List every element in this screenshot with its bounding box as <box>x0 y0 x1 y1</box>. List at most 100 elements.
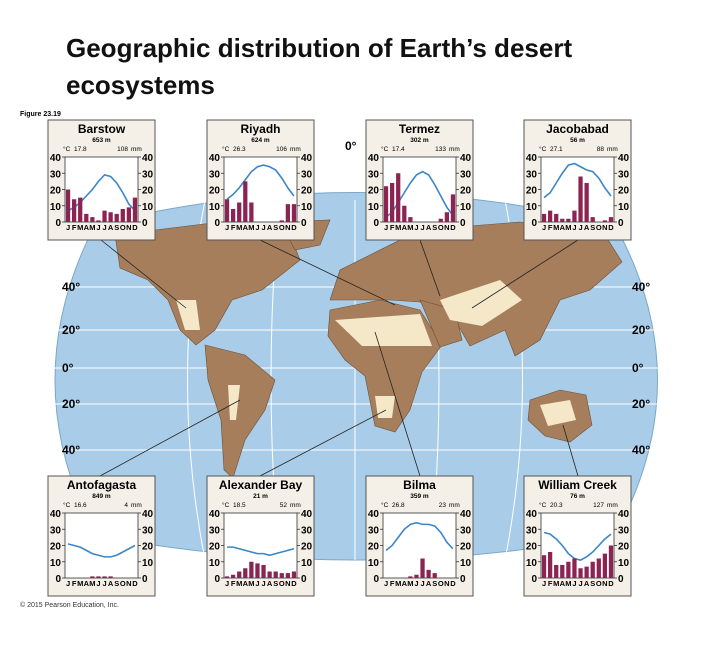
precip-bar <box>291 204 297 222</box>
month-label: A <box>243 223 249 232</box>
y2-tick-label: 40 <box>301 509 313 520</box>
y2-tick-label: 0 <box>301 574 307 585</box>
annual-temp: 20.3 <box>550 502 563 509</box>
month-label: J <box>384 223 388 232</box>
annual-precip: 108 <box>117 146 128 153</box>
elevation: 624 m <box>251 137 270 144</box>
precip-bar <box>249 202 254 222</box>
y-tick-label: 10 <box>50 202 62 213</box>
precip-bar <box>438 218 443 222</box>
precip-bar <box>420 558 425 578</box>
y2-tick-label: 10 <box>301 558 313 569</box>
month-label: M <box>395 579 401 588</box>
y2-tick-label: 30 <box>460 169 472 180</box>
precip-bar <box>541 555 547 578</box>
month-label: A <box>426 223 432 232</box>
y2-tick-label: 20 <box>618 186 630 197</box>
temp-unit: °C <box>539 501 547 509</box>
temp-unit: °C <box>222 501 230 509</box>
precip-bar <box>255 563 260 578</box>
month-label: J <box>225 223 229 232</box>
y-tick-label: 40 <box>50 509 62 520</box>
y-tick-label: 40 <box>526 153 538 164</box>
precip-bar <box>224 199 230 222</box>
y2-tick-label: 40 <box>460 509 472 520</box>
month-label: N <box>285 579 290 588</box>
precip-bar <box>285 204 291 222</box>
y-tick-label: 10 <box>526 558 538 569</box>
y-tick-label: 30 <box>526 169 538 180</box>
y2-tick-label: 30 <box>460 525 472 536</box>
month-label: M <box>565 223 571 232</box>
y-tick-label: 40 <box>526 509 538 520</box>
y2-tick-label: 30 <box>142 169 154 180</box>
lat-label: 40° <box>632 280 650 294</box>
precip-unit: mm <box>290 146 301 153</box>
month-label: J <box>578 579 582 588</box>
annual-temp: 26.8 <box>392 502 405 509</box>
y2-tick-label: 30 <box>618 169 630 180</box>
month-label: N <box>126 223 131 232</box>
y-tick-label: 0 <box>214 218 220 229</box>
y2-tick-label: 20 <box>618 542 630 553</box>
annual-precip: 23 <box>439 502 447 509</box>
month-label: D <box>132 223 138 232</box>
y2-tick-label: 0 <box>460 218 466 229</box>
y2-tick-label: 30 <box>142 525 154 536</box>
y2-tick-label: 10 <box>142 202 154 213</box>
precip-bar <box>78 197 83 222</box>
month-label: N <box>285 223 290 232</box>
y2-tick-label: 0 <box>618 574 624 585</box>
temp-unit: °C <box>222 145 230 153</box>
month-label: M <box>553 579 559 588</box>
annual-precip: 4 <box>124 502 128 509</box>
precip-bar <box>120 209 125 222</box>
precip-bar <box>541 213 547 222</box>
annual-temp: 17.8 <box>74 146 87 153</box>
precip-bar <box>267 571 272 578</box>
precip-bar <box>249 561 254 578</box>
month-label: O <box>120 223 126 232</box>
precip-bar <box>285 573 291 578</box>
precip-bar <box>224 576 230 578</box>
month-label: A <box>108 223 114 232</box>
precip-bar <box>602 553 608 578</box>
precip-bar <box>602 220 608 222</box>
y2-tick-label: 10 <box>460 202 472 213</box>
precip-bar <box>389 183 395 222</box>
precip-bar <box>547 210 553 222</box>
month-label: A <box>560 223 566 232</box>
y-tick-label: 30 <box>50 525 62 536</box>
precip-bar <box>584 566 589 578</box>
precip-bar <box>408 217 413 222</box>
month-label: M <box>77 579 83 588</box>
precip-bar <box>237 571 242 578</box>
precip-bar <box>566 218 571 222</box>
month-label: J <box>102 223 106 232</box>
y2-tick-label: 20 <box>460 542 472 553</box>
chart-title: Riyadh <box>240 122 280 136</box>
month-label: J <box>384 579 388 588</box>
precip-bar <box>572 558 577 578</box>
precip-bar <box>84 213 89 222</box>
month-label: A <box>84 579 90 588</box>
month-label: N <box>602 223 607 232</box>
y2-tick-label: 40 <box>142 509 154 520</box>
y-tick-label: 20 <box>50 186 62 197</box>
annual-temp: 27.1 <box>550 146 563 153</box>
month-label: S <box>114 579 119 588</box>
annual-temp: 16.6 <box>74 502 87 509</box>
month-label: F <box>72 579 77 588</box>
month-label: J <box>578 223 582 232</box>
month-label: F <box>72 223 77 232</box>
temp-line <box>227 546 295 557</box>
precip-bar <box>560 218 565 222</box>
month-label: J <box>572 579 576 588</box>
y-tick-label: 20 <box>368 542 380 553</box>
y-tick-label: 30 <box>50 169 62 180</box>
month-label: J <box>572 223 576 232</box>
month-label: O <box>596 223 602 232</box>
temp-unit: °C <box>539 145 547 153</box>
month-label: F <box>548 579 553 588</box>
